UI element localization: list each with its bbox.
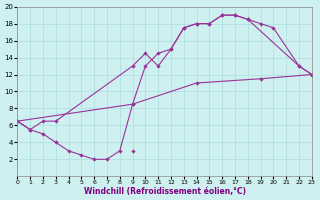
X-axis label: Windchill (Refroidissement éolien,°C): Windchill (Refroidissement éolien,°C) xyxy=(84,187,245,196)
